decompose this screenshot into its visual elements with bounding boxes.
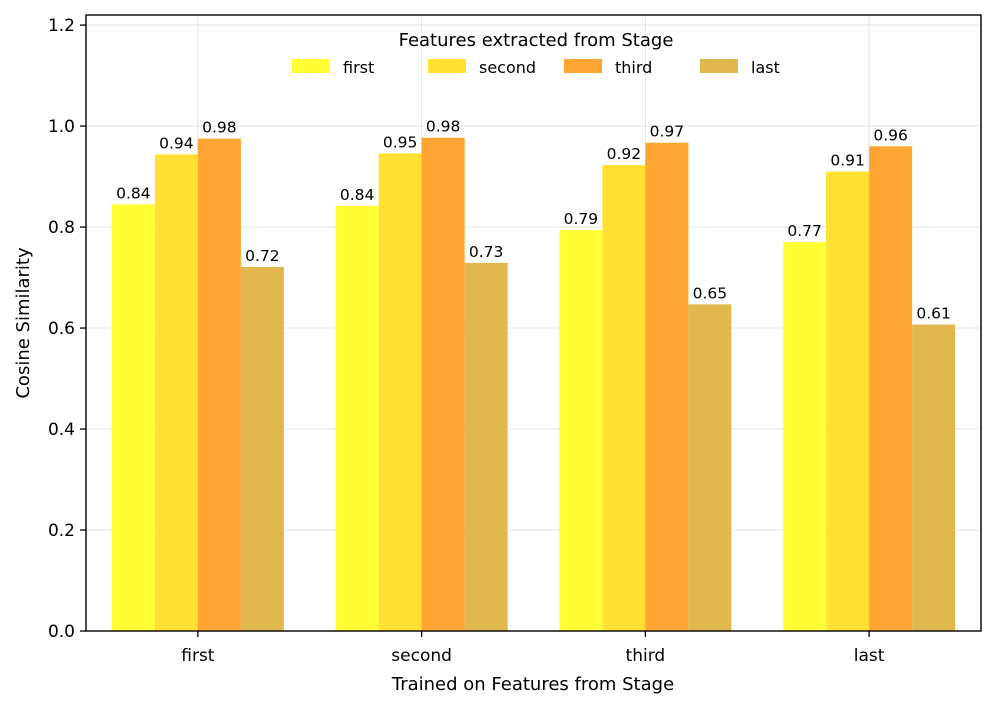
bar-last-last (912, 324, 956, 631)
legend-swatch-third (564, 59, 602, 73)
bar-last-second (464, 262, 508, 631)
y-tick-label: 0.4 (48, 420, 75, 440)
data-label: 0.73 (469, 243, 504, 261)
bar-third-last (869, 146, 913, 631)
data-label: 0.96 (873, 126, 908, 144)
x-axis: first second third last (181, 631, 885, 666)
data-label: 0.98 (426, 118, 461, 136)
bar-first-second (335, 205, 379, 631)
y-tick-label: 0.2 (48, 521, 75, 541)
bar-second-second (378, 153, 422, 631)
x-axis-title: Trained on Features from Stage (391, 674, 674, 695)
legend-label-first: first (343, 58, 374, 77)
data-label: 0.61 (916, 305, 951, 323)
y-axis: 0.0 0.2 0.4 0.6 0.8 1.0 1.2 (48, 16, 86, 642)
x-tick-label: third (626, 646, 666, 666)
value-labels-layer: 0.84 0.94 0.98 0.72 0.84 0.95 0.98 0.73 0.79 0.92… (116, 118, 951, 323)
data-label: 0.72 (245, 247, 280, 265)
data-label: 0.77 (787, 222, 822, 240)
legend-title: Features extracted from Stage (399, 30, 674, 51)
plot-frame (85, 14, 982, 632)
y-axis-title: Cosine Similarity (13, 247, 34, 399)
bar-second-last (826, 171, 870, 631)
y-tick-label: 0.6 (48, 319, 75, 339)
bar-last-third (688, 304, 732, 631)
legend-label-last: last (751, 58, 780, 77)
bar-third-first (197, 138, 241, 631)
data-label: 0.92 (607, 145, 642, 163)
y-tick-label: 0.0 (48, 622, 75, 642)
x-tick-label: last (854, 646, 885, 666)
legend-swatch-first (292, 59, 330, 73)
data-label: 0.65 (693, 284, 728, 302)
legend: Features extracted from Stage first secon… (292, 30, 780, 77)
legend-swatch-second (428, 59, 466, 73)
bar-third-third (645, 142, 689, 631)
bars-layer (111, 137, 956, 632)
data-label: 0.91 (830, 152, 865, 170)
data-label: 0.97 (650, 123, 685, 141)
data-label: 0.94 (159, 134, 194, 152)
bar-first-first (111, 204, 155, 631)
data-label: 0.79 (564, 210, 599, 228)
y-tick-label: 1.2 (48, 16, 75, 36)
data-label: 0.95 (383, 133, 418, 151)
bar-last-first (240, 266, 284, 631)
y-tick-label: 1.0 (48, 117, 75, 137)
x-tick-label: second (391, 646, 452, 666)
bar-first-third (559, 230, 603, 631)
legend-swatch-last (700, 59, 738, 73)
data-label: 0.98 (202, 119, 237, 137)
data-label: 0.84 (116, 184, 151, 202)
y-tick-label: 0.8 (48, 218, 75, 238)
x-tick-label: first (181, 646, 215, 666)
bar-second-first (154, 154, 198, 632)
bar-third-second (421, 137, 465, 632)
bar-second-third (602, 164, 646, 631)
bar-first-last (783, 242, 827, 631)
legend-label-third: third (615, 58, 652, 77)
legend-label-second: second (479, 58, 536, 77)
data-label: 0.84 (340, 186, 375, 204)
